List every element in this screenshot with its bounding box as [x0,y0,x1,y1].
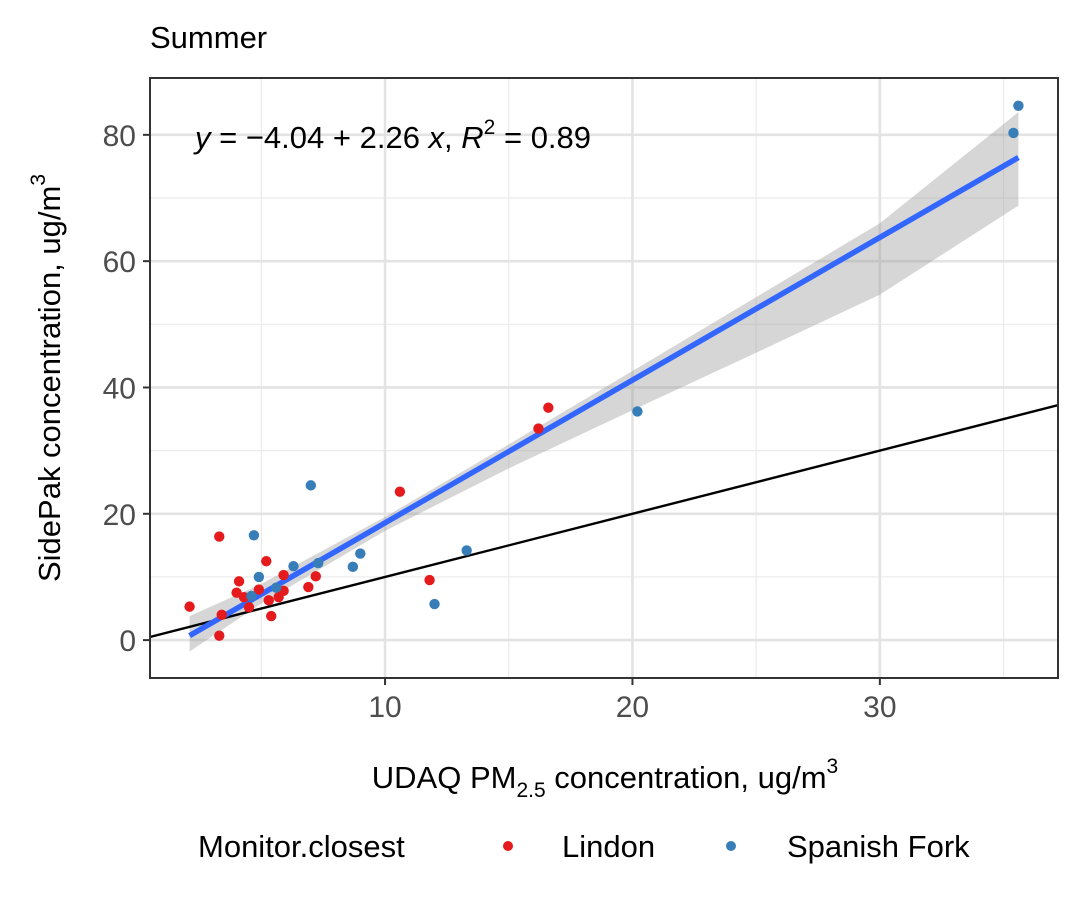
point-lindon [243,602,255,613]
reference-line-layer [150,403,1058,639]
point-spanish-fork [253,571,265,583]
point-spanish-fork [355,548,366,559]
annotation-eq-part2: = 0.89 [495,120,591,155]
point-lindon [303,581,314,593]
fit-line-layer [188,155,1020,639]
annotation-r-superscript: 2 [484,116,496,139]
y-tick-label: 80 [103,120,136,153]
point-lindon [214,630,225,641]
point-spanish-fork [429,598,440,610]
reference-line [150,403,1058,639]
y-tick-label: 20 [103,499,136,532]
legend-marker-lindon [503,841,513,851]
y-tick-label: 40 [103,372,136,405]
point-spanish-fork [288,561,299,572]
point-lindon [533,423,544,434]
point-lindon [214,531,225,542]
point-spanish-fork [246,590,257,602]
x-axis-title: UDAQ PM2.5 concentration, ug/m3 [372,755,838,802]
x-tick-label: 20 [616,691,649,724]
x-tick-label: 10 [368,691,401,724]
annotation-comma: , [444,120,461,155]
x-axis-title-subscript: 2.5 [516,779,545,802]
point-spanish-fork [461,545,472,556]
annotation-eq-part1: = −4.04 + 2.26 [211,120,429,155]
annotation-y-var: y [193,120,213,155]
point-lindon [394,486,406,497]
x-axis-title-middle: concentration, ug/m [546,760,827,795]
point-lindon [233,576,245,587]
legend-title: Monitor.closest [198,829,405,864]
point-lindon [253,584,265,595]
point-spanish-fork [305,480,317,491]
point-lindon [184,601,195,612]
point-spanish-fork [313,557,324,569]
regression-equation: y = −4.04 + 2.26 x, R2 = 0.89 [193,116,591,155]
y-axis-title-superscript: 3 [27,174,50,186]
y-axis-ticks: 0 20 40 60 80 [103,120,150,658]
point-lindon [310,571,321,582]
annotation-x-var: x [427,120,446,155]
point-spanish-fork [347,561,359,573]
y-tick-label: 0 [119,625,136,658]
x-tick-label: 30 [863,691,896,724]
legend-label-spanish-fork: Spanish Fork [787,829,970,864]
x-axis-title-prefix: UDAQ PM [372,760,517,795]
minor-gridlines [150,78,1058,678]
point-lindon [266,610,277,622]
point-spanish-fork [632,406,643,417]
point-lindon [543,402,554,413]
point-spanish-fork [248,530,260,541]
x-axis-title-superscript: 3 [827,755,839,778]
y-axis-title: SidePak concentration, ug/m3 [27,174,67,582]
legend-marker-spanish-fork [726,841,736,851]
annotation-r-var: R [461,120,483,155]
plot-panel [150,78,1058,678]
point-spanish-fork [270,582,282,593]
point-lindon [424,574,435,586]
panel-border [149,77,1059,679]
point-lindon [263,595,274,606]
point-spanish-fork [1008,127,1019,139]
y-axis-title-main: SidePak concentration, ug/m [32,186,67,582]
point-lindon [216,609,227,621]
y-tick-label: 60 [103,246,136,279]
x-axis-ticks: 10 20 30 [368,678,897,724]
legend: Monitor.closest Lindon Spanish Fork [198,829,970,864]
chart-title: Summer [150,20,267,55]
point-lindon [261,555,272,567]
scatter-points [184,100,1024,641]
point-lindon [278,569,289,581]
point-spanish-fork [1013,100,1024,111]
regression-fit-line [188,155,1020,639]
legend-label-lindon: Lindon [562,829,655,864]
